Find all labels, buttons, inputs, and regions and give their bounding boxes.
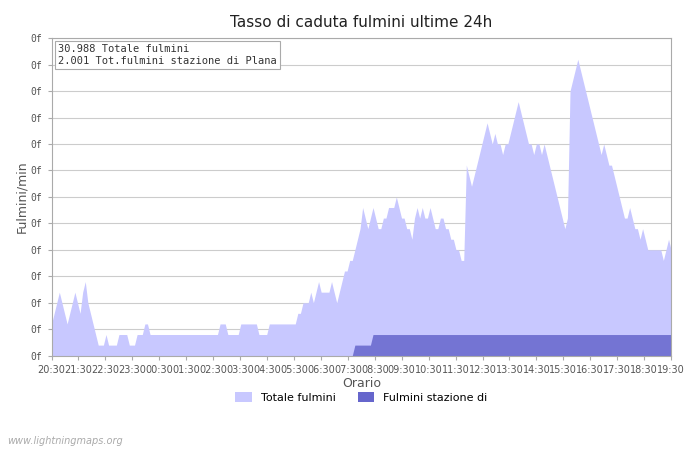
X-axis label: Orario: Orario (342, 378, 381, 391)
Text: 30.988 Totale fulmini
2.001 Tot.fulmini stazione di Plana: 30.988 Totale fulmini 2.001 Tot.fulmini … (58, 45, 276, 66)
Y-axis label: Fulmini/min: Fulmini/min (15, 161, 28, 233)
Legend: Totale fulmini, Fulmini stazione di: Totale fulmini, Fulmini stazione di (231, 387, 492, 407)
Text: www.lightningmaps.org: www.lightningmaps.org (7, 436, 122, 446)
Title: Tasso di caduta fulmini ultime 24h: Tasso di caduta fulmini ultime 24h (230, 15, 493, 30)
